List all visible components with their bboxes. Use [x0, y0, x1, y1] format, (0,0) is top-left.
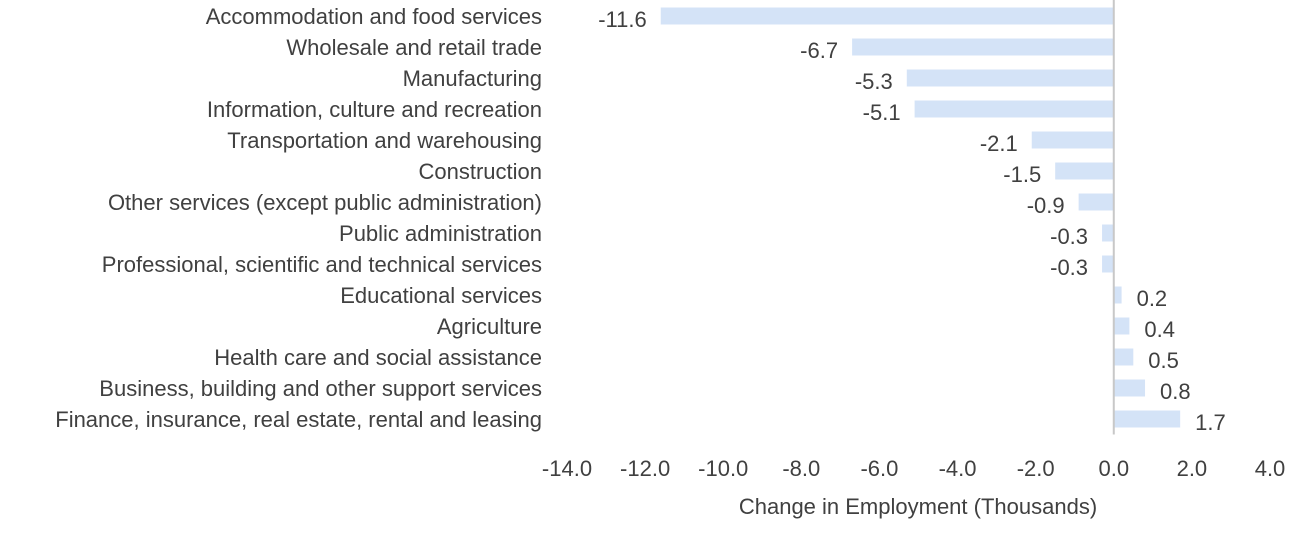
bar [1102, 224, 1114, 242]
x-tick-label: -6.0 [860, 456, 898, 481]
bar [1113, 286, 1122, 304]
x-tick-label: 4.0 [1255, 456, 1286, 481]
bar [1113, 317, 1130, 335]
category-label: Professional, scientific and technical s… [102, 252, 542, 277]
bar [906, 69, 1114, 87]
bar [914, 100, 1114, 118]
x-tick-label: -12.0 [620, 456, 670, 481]
x-axis-title: Change in Employment (Thousands) [739, 494, 1097, 519]
category-label: Health care and social assistance [214, 345, 542, 370]
category-label: Educational services [340, 283, 542, 308]
category-label: Agriculture [437, 314, 542, 339]
data-label: 1.7 [1195, 410, 1226, 435]
value-labels-layer: -11.6 -6.7 -5.3 -5.1 -2.1 -1.5 -0.9 -0.3 -0.3 0.2… [598, 7, 1226, 435]
bars-layer [660, 7, 1181, 428]
category-label: Transportation and warehousing [227, 128, 542, 153]
bar [1102, 255, 1114, 273]
data-label: 0.5 [1148, 348, 1179, 373]
x-tick-label: 0.0 [1098, 456, 1129, 481]
data-label: -0.3 [1050, 224, 1088, 249]
bar [1113, 410, 1181, 428]
category-labels-layer: Accommodation and food services Wholesale… [55, 4, 542, 432]
category-label: Finance, insurance, real estate, rental … [55, 407, 542, 432]
category-label: Wholesale and retail trade [286, 35, 542, 60]
data-label: -5.3 [855, 69, 893, 94]
x-tick-label: 2.0 [1177, 456, 1208, 481]
x-tick-label: -2.0 [1017, 456, 1055, 481]
x-tick-label: -8.0 [782, 456, 820, 481]
category-label: Information, culture and recreation [207, 97, 542, 122]
data-label: -0.3 [1050, 255, 1088, 280]
category-label: Construction [418, 159, 542, 184]
data-label: -0.9 [1027, 193, 1065, 218]
bar [1113, 379, 1146, 397]
bar [660, 7, 1114, 25]
bar [852, 38, 1114, 56]
data-label: -2.1 [980, 131, 1018, 156]
x-tick-label: -4.0 [939, 456, 977, 481]
data-label: 0.2 [1137, 286, 1168, 311]
data-label: -1.5 [1003, 162, 1041, 187]
data-label: 0.8 [1160, 379, 1191, 404]
category-label: Accommodation and food services [206, 4, 542, 29]
data-label: 0.4 [1144, 317, 1175, 342]
bar [1113, 348, 1134, 366]
tick-labels-layer: -14.0 -12.0 -10.0 -8.0 -6.0 -4.0 -2.0 0.0 2.0 4.0 [542, 456, 1285, 481]
bar [1031, 131, 1114, 149]
category-label: Other services (except public administra… [108, 190, 542, 215]
data-label: -5.1 [863, 100, 901, 125]
bar [1055, 162, 1114, 180]
x-tick-label: -14.0 [542, 456, 592, 481]
category-label: Public administration [339, 221, 542, 246]
data-label: -6.7 [800, 38, 838, 63]
category-label: Business, building and other support ser… [99, 376, 542, 401]
category-label: Manufacturing [403, 66, 542, 91]
bar [1078, 193, 1114, 211]
data-label: -11.6 [598, 7, 647, 32]
x-tick-label: -10.0 [698, 456, 748, 481]
